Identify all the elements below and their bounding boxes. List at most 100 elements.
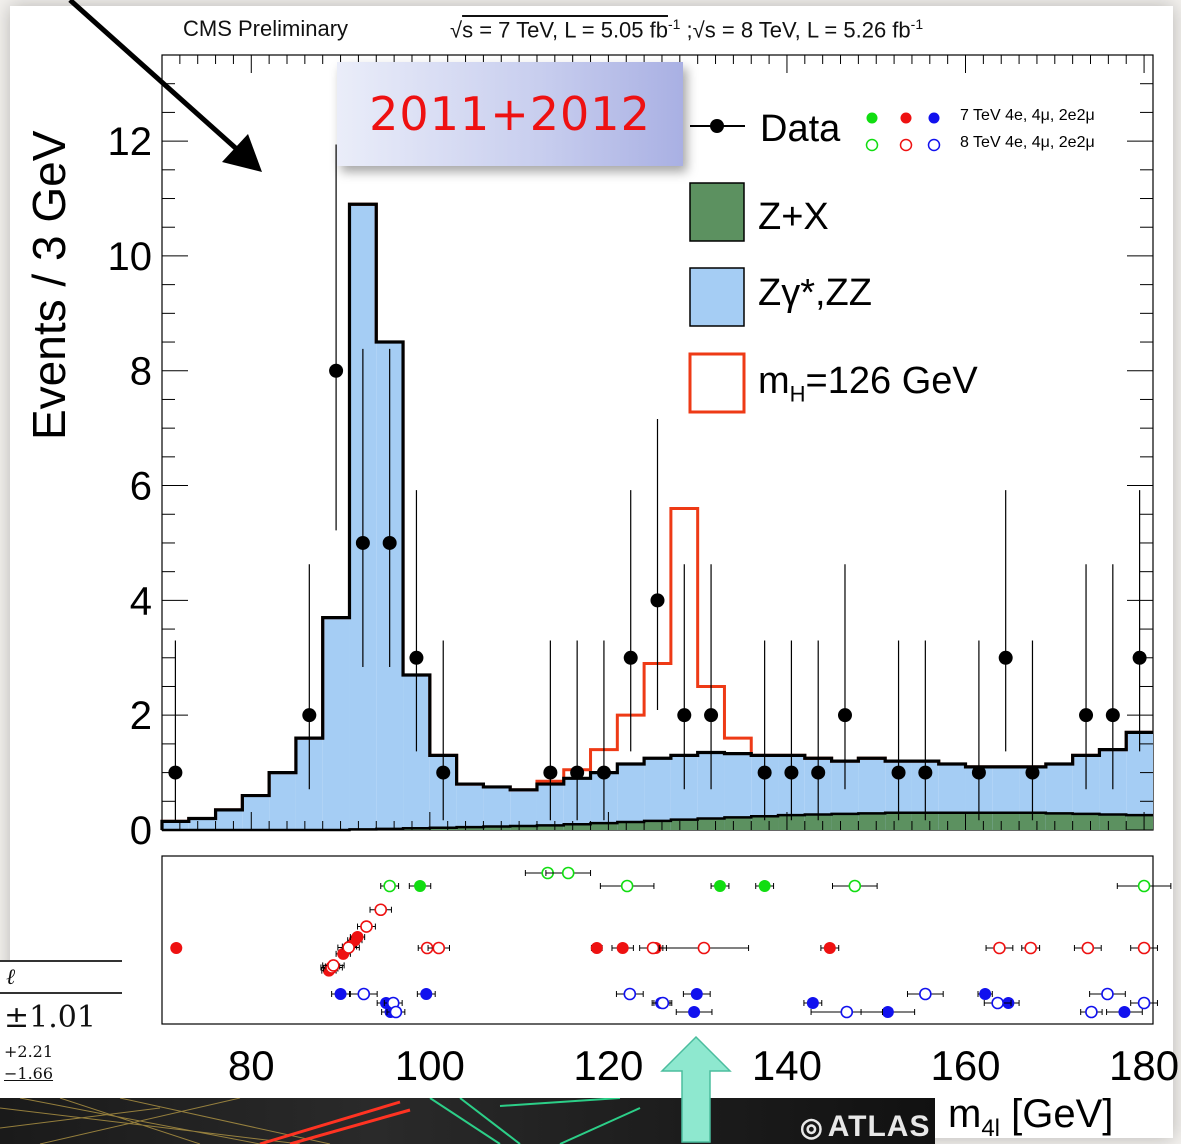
legend-data-label: Data [760,108,841,150]
event-marker-open [342,941,355,954]
event-marker-filled [616,942,629,954]
event-marker-filled [758,880,771,892]
zz-bar [322,617,350,830]
data-point [623,650,638,665]
event-marker-open [1024,941,1037,955]
data-point [784,765,799,780]
event-marker-open [840,1005,854,1019]
event-marker-open [389,1005,403,1019]
data-point [168,765,183,780]
event-marker-filled [979,988,992,1000]
event-marker-open [1137,996,1151,1010]
legend-zz-swatch [689,267,745,327]
zx-bar [858,813,886,830]
event-marker-filled [420,988,433,1000]
zz-bar [456,784,484,830]
inset-table-value: ±1.01 [4,1000,96,1035]
data-point [891,765,906,780]
zz-bar [162,821,189,830]
event-marker-open [327,959,340,972]
event-marker-filled [713,880,726,892]
zz-bar [188,818,216,830]
legend-zx-swatch [689,182,745,242]
event-marker-filled [170,942,183,954]
event-marker-open [646,941,660,955]
event-marker-open [848,879,862,893]
sqrt-symbol-8: √ [692,17,705,43]
luminosity-label: √s = 7 TeV, L = 5.05 fb-1 ;√s = 8 TeV, L… [450,16,923,43]
legend-8tev-marker [865,138,879,152]
zz-bar [215,809,243,830]
arrow-up-icon [660,1035,732,1143]
data-point [382,535,397,550]
zx-bar [456,827,484,830]
y-tick-label: 8 [130,350,152,394]
legend-higgs-swatch [688,352,746,414]
zx-bar [617,821,645,830]
zx-bar [778,815,805,830]
data-point [1105,708,1120,723]
atlas-logo-mark: ◎ [800,1112,824,1142]
lumi-8tev: s = 8 TeV, L = 5.26 fb [704,17,911,43]
zx-bar [510,825,537,830]
atlas-logo: ◎ ATLAS [800,1110,930,1144]
data-point [596,765,611,780]
data-point [329,363,344,378]
y-tick-label: 6 [130,465,152,509]
y-tick-label: 12 [108,120,153,164]
lumi-7tev: s = 7 TeV, L = 5.05 fb [462,17,668,43]
legend-zz-label: Zγ*,ZZ [758,272,872,314]
y-tick-label: 0 [130,809,152,853]
event-marker-filled [806,997,819,1009]
x-tick-label: 120 [573,1042,643,1089]
y-tick-label: 10 [108,235,153,279]
zx-bar [644,820,671,830]
legend-higgs-sub: H [789,381,806,407]
zx-bar [1072,813,1100,830]
event-marker-open [993,941,1006,955]
data-point [837,708,852,723]
y-tick-label: 4 [130,579,152,623]
legend-7tev-marker [900,112,912,124]
legend-7tev-marker [866,112,878,124]
x-tick-label: 160 [930,1042,1000,1089]
zz-bar [269,772,296,830]
data-point [998,650,1013,665]
legend-higgs-mass: =126 GeV [805,360,978,402]
pointer-arrow-shaft [68,0,242,154]
zz-bar [242,795,270,830]
zz-bar [644,758,671,830]
data-point [1079,708,1094,723]
legend-zx-label: Z+X [758,196,829,238]
atlas-event-display-strip [0,1098,935,1144]
event-marker-open [1137,941,1151,955]
event-marker-filled [823,942,836,954]
data-point [570,765,585,780]
zx-bar [885,812,912,830]
x-axis-label: m4l [GeV] [948,1092,1114,1142]
zx-bar [536,825,564,830]
zz-bar [510,789,537,830]
data-point [757,765,772,780]
event-marker-filled [688,1006,701,1018]
zx-bar [670,819,698,830]
inset-table-down: −1.66 [4,1064,54,1083]
pointer-arrow-head [222,134,262,172]
zx-bar [1045,813,1073,830]
x-tick-label: 100 [395,1042,465,1089]
data-point [1025,765,1040,780]
zx-bar [590,823,618,830]
event-marker-open [656,996,670,1010]
inset-table-header: ℓ [6,965,16,990]
data-point [543,765,558,780]
main-histogram: 0 2 4 6 8 10 12 [108,54,1154,1024]
lumi-unit-sup-8: -1 [910,16,924,32]
inset-table-rule [0,992,122,994]
zx-bar [831,813,859,830]
legend-8tev-marker [927,138,941,152]
legend-7tev-label: 7 TeV 4e, 4μ, 2e2μ [960,107,1095,124]
event-marker-filled [414,880,427,892]
event-marker-filled [351,931,364,944]
